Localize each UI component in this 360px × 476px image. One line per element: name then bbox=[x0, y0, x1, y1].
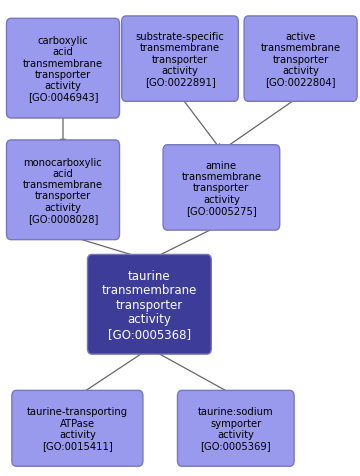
FancyBboxPatch shape bbox=[6, 20, 120, 119]
Text: monocarboxylic
acid
transmembrane
transporter
activity
[GO:0008028]: monocarboxylic acid transmembrane transp… bbox=[23, 158, 103, 223]
FancyBboxPatch shape bbox=[244, 17, 357, 102]
FancyBboxPatch shape bbox=[163, 146, 280, 231]
Text: taurine
transmembrane
transporter
activity
[GO:0005368]: taurine transmembrane transporter activi… bbox=[102, 269, 197, 340]
Text: amine
transmembrane
transporter
activity
[GO:0005275]: amine transmembrane transporter activity… bbox=[181, 161, 261, 215]
FancyBboxPatch shape bbox=[122, 17, 238, 102]
Text: taurine-transporting
ATPase
activity
[GO:0015411]: taurine-transporting ATPase activity [GO… bbox=[27, 407, 128, 450]
FancyBboxPatch shape bbox=[87, 255, 211, 354]
FancyBboxPatch shape bbox=[177, 390, 294, 466]
Text: carboxylic
acid
transmembrane
transporter
activity
[GO:0046943]: carboxylic acid transmembrane transporte… bbox=[23, 36, 103, 102]
FancyBboxPatch shape bbox=[12, 390, 143, 466]
Text: substrate-specific
transmembrane
transporter
activity
[GO:0022891]: substrate-specific transmembrane transpo… bbox=[136, 32, 224, 87]
Text: active
transmembrane
transporter
activity
[GO:0022804]: active transmembrane transporter activit… bbox=[261, 32, 341, 87]
Text: taurine:sodium
symporter
activity
[GO:0005369]: taurine:sodium symporter activity [GO:00… bbox=[198, 407, 274, 450]
FancyBboxPatch shape bbox=[6, 141, 120, 240]
